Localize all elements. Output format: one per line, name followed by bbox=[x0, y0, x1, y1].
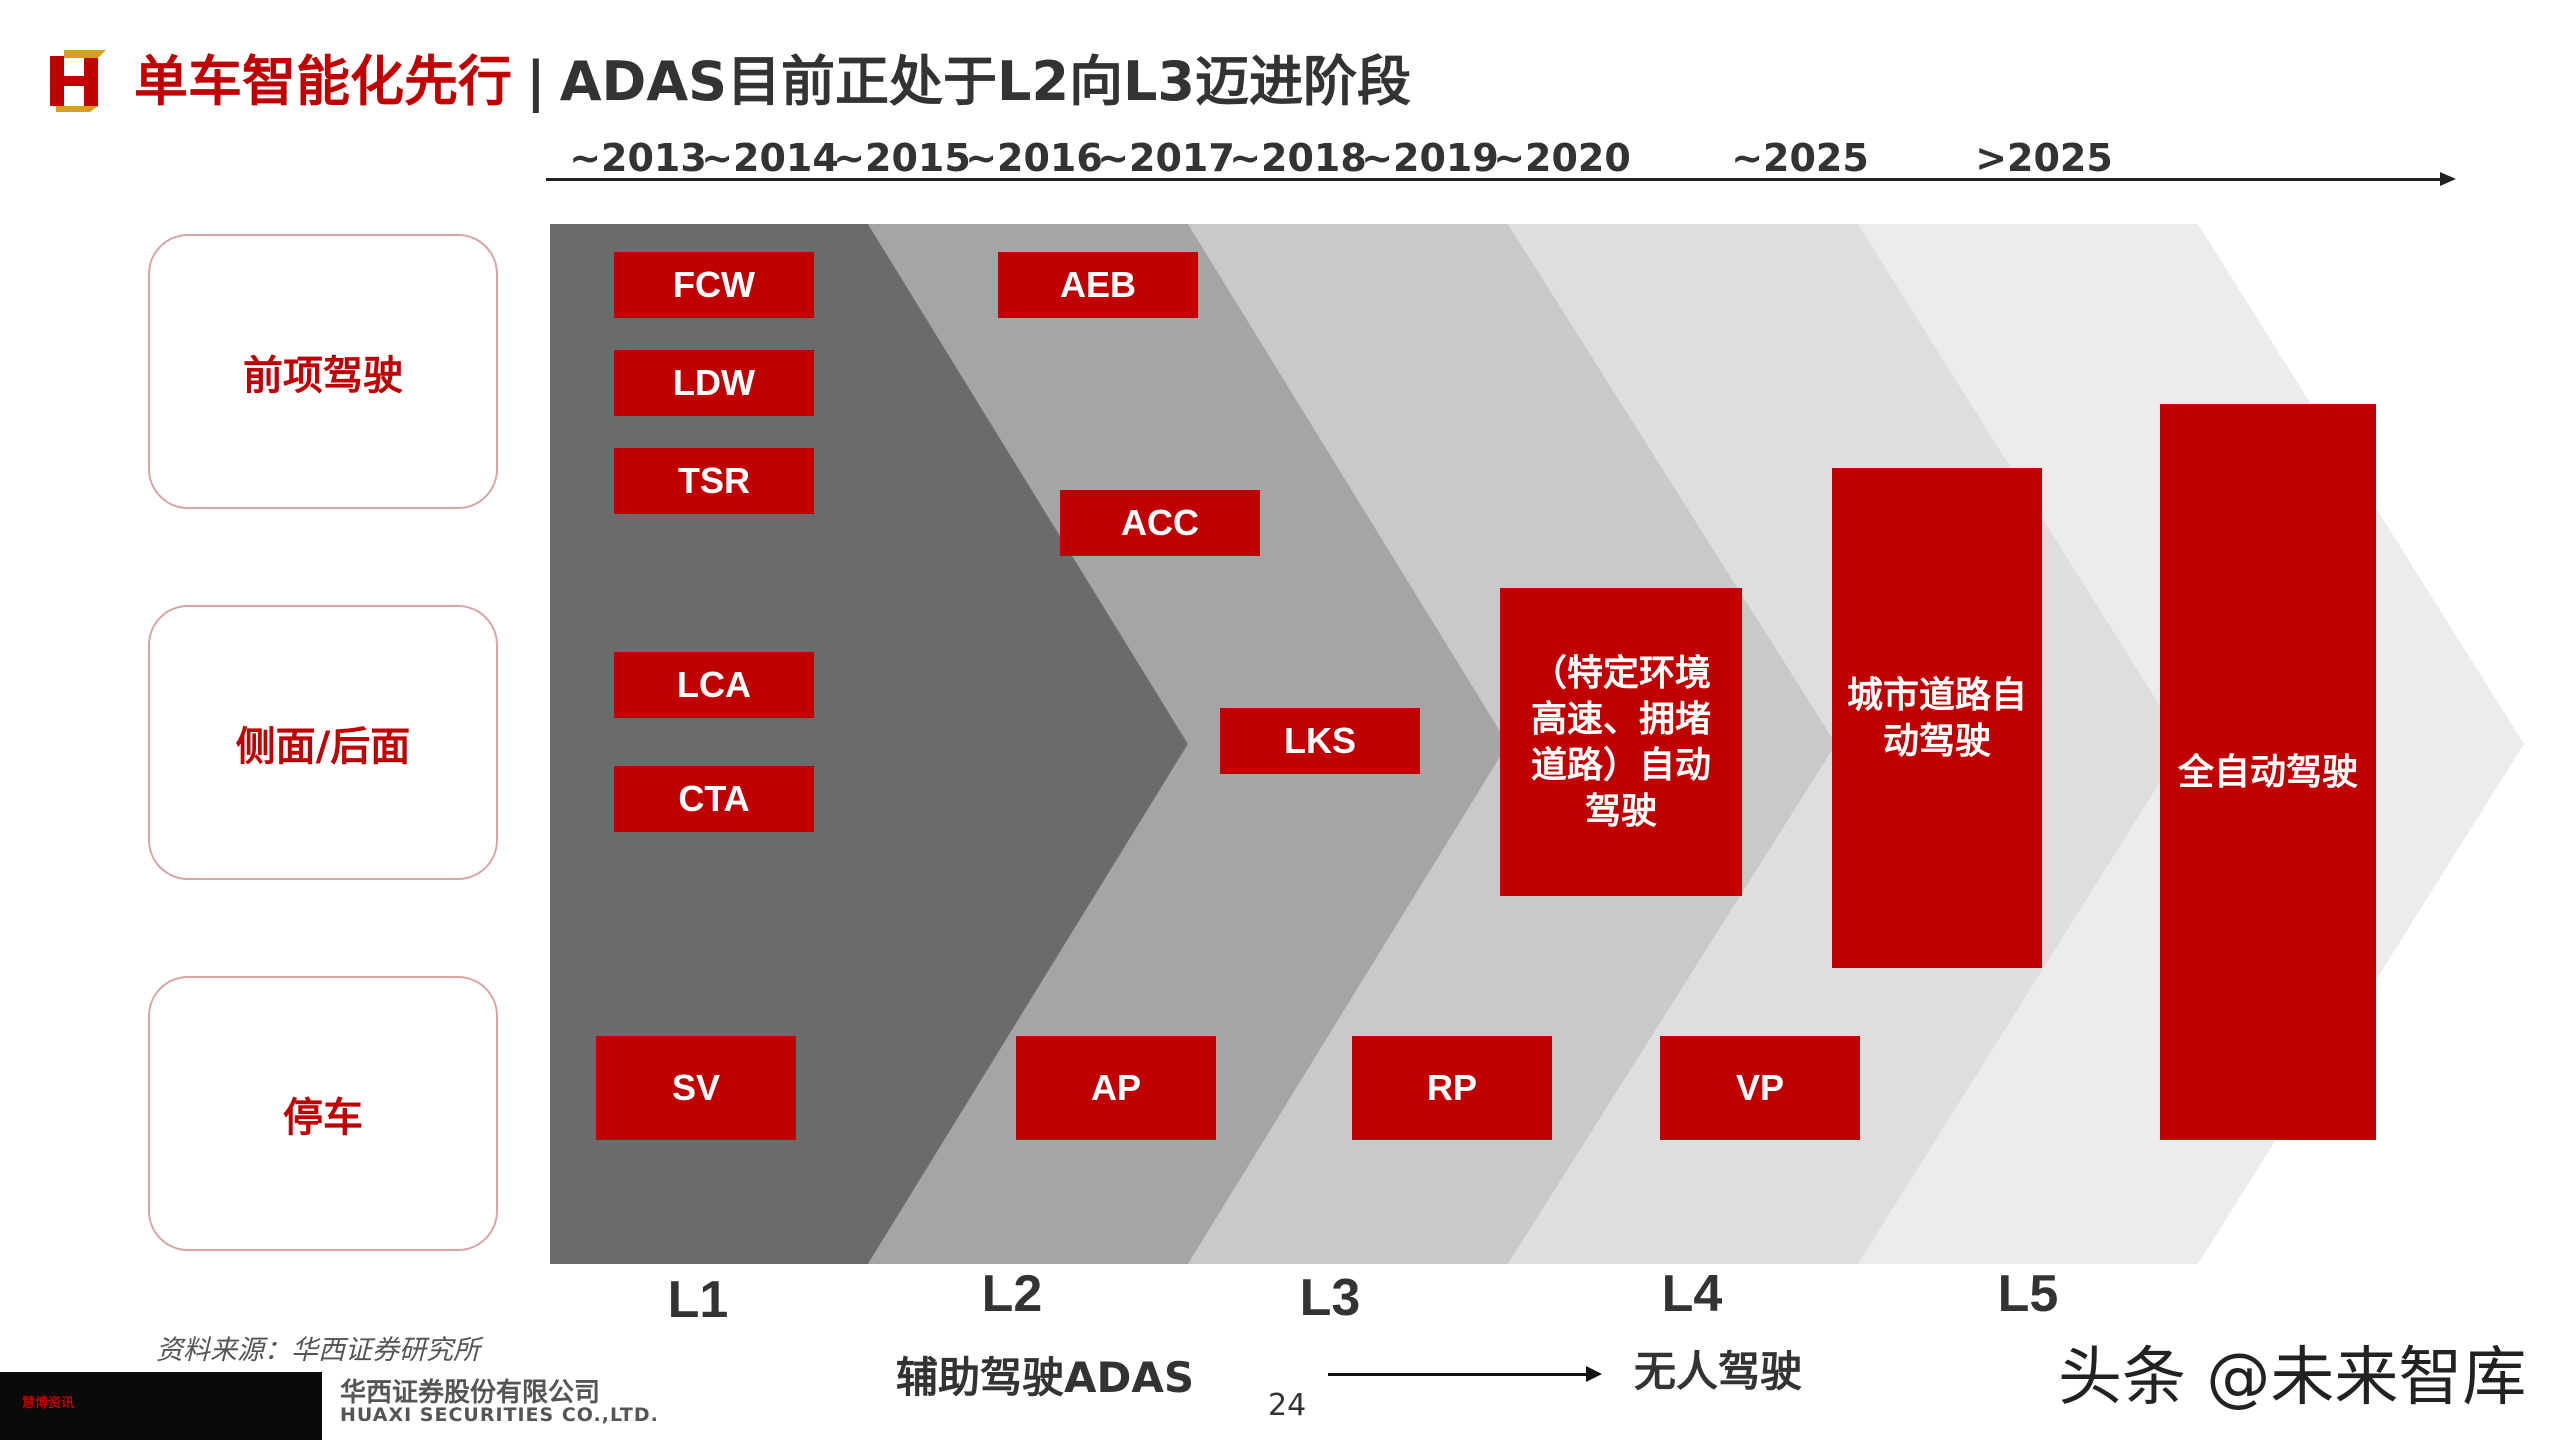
feature-l3-conditional-driving: （特定环境 高速、拥堵 道路）自动 驾驶 bbox=[1500, 588, 1742, 896]
feature-acc: ACC bbox=[1060, 490, 1260, 556]
assisted-driving-label: 辅助驾驶ADAS bbox=[896, 1353, 1195, 1402]
year-label: ~2013 bbox=[569, 136, 707, 180]
feature-l4-urban-driving: 城市道路自 动驾驶 bbox=[1832, 468, 2042, 968]
feature-l3-line: 道路）自动 bbox=[1530, 744, 1711, 785]
feature-tsr: TSR bbox=[614, 448, 814, 514]
year-label: ~2018 bbox=[1229, 136, 1367, 180]
company-name-cn: 华西证券股份有限公司 bbox=[340, 1378, 601, 1408]
source-note: 资料来源：华西证券研究所 bbox=[156, 1335, 480, 1366]
progression-arrow bbox=[1328, 1373, 1588, 1376]
level-label-l3: L3 bbox=[1299, 1269, 1361, 1327]
feature-ldw: LDW bbox=[614, 350, 814, 416]
timeline-axis bbox=[546, 178, 2448, 181]
feature-l4-line: 动驾驶 bbox=[1882, 720, 1991, 761]
title-subtitle: ADAS目前正处于L2向L3迈进阶段 bbox=[559, 50, 1411, 113]
driverless-label: 无人驾驶 bbox=[1634, 1347, 1803, 1396]
feature-l3-line: 高速、拥堵 bbox=[1530, 698, 1711, 739]
feature-vp: VP bbox=[1660, 1036, 1860, 1140]
year-label: ~2020 bbox=[1493, 136, 1631, 180]
feature-l3-line: （特定环境 bbox=[1530, 652, 1711, 693]
level-label-l4: L4 bbox=[1661, 1265, 1723, 1323]
year-label: >2025 bbox=[1975, 136, 2113, 180]
feature-cta: CTA bbox=[614, 766, 814, 832]
year-label: ~2016 bbox=[965, 136, 1103, 180]
feature-l5-full-automation: 全自动驾驶 bbox=[2160, 404, 2376, 1140]
feature-lks: LKS bbox=[1220, 708, 1420, 774]
timeline-arrow-icon bbox=[2440, 172, 2456, 186]
feature-l4-line: 城市道路自 bbox=[1846, 674, 2027, 715]
feature-lca: LCA bbox=[614, 652, 814, 718]
category-side-rear: 侧面/后面 bbox=[148, 605, 498, 880]
page-number: 24 bbox=[1268, 1388, 1307, 1423]
year-label: ~2017 bbox=[1097, 136, 1235, 180]
corner-text: 慧博资讯 bbox=[22, 1396, 75, 1411]
level-label-l2: L2 bbox=[981, 1265, 1043, 1323]
page-title: 单车智能化先行 | ADAS目前正处于L2向L3迈进阶段 bbox=[134, 46, 1411, 118]
category-front-driving: 前项驾驶 bbox=[148, 234, 498, 509]
feature-ap: AP bbox=[1016, 1036, 1216, 1140]
year-label: ~2025 bbox=[1731, 136, 1869, 180]
level-label-l5: L5 bbox=[1997, 1265, 2059, 1323]
feature-sv: SV bbox=[596, 1036, 796, 1140]
level-label-l1: L1 bbox=[667, 1271, 729, 1329]
watermark: 头条 @未来智库 bbox=[2058, 1341, 2527, 1415]
feature-aeb: AEB bbox=[998, 252, 1198, 318]
title-main: 单车智能化先行 bbox=[134, 50, 512, 113]
company-name-en: HUAXI SECURITIES CO.,LTD. bbox=[340, 1404, 659, 1426]
year-label: ~2014 bbox=[701, 136, 839, 180]
feature-fcw: FCW bbox=[614, 252, 814, 318]
corner-dark-block bbox=[0, 1372, 322, 1440]
arrow-right-icon bbox=[1586, 1366, 1602, 1382]
year-label: ~2019 bbox=[1361, 136, 1499, 180]
title-separator: | bbox=[526, 50, 546, 113]
year-label: ~2015 bbox=[833, 136, 971, 180]
feature-l3-line: 驾驶 bbox=[1584, 790, 1657, 831]
feature-rp: RP bbox=[1352, 1036, 1552, 1140]
category-parking: 停车 bbox=[148, 976, 498, 1251]
huaxi-logo-icon bbox=[50, 50, 106, 112]
